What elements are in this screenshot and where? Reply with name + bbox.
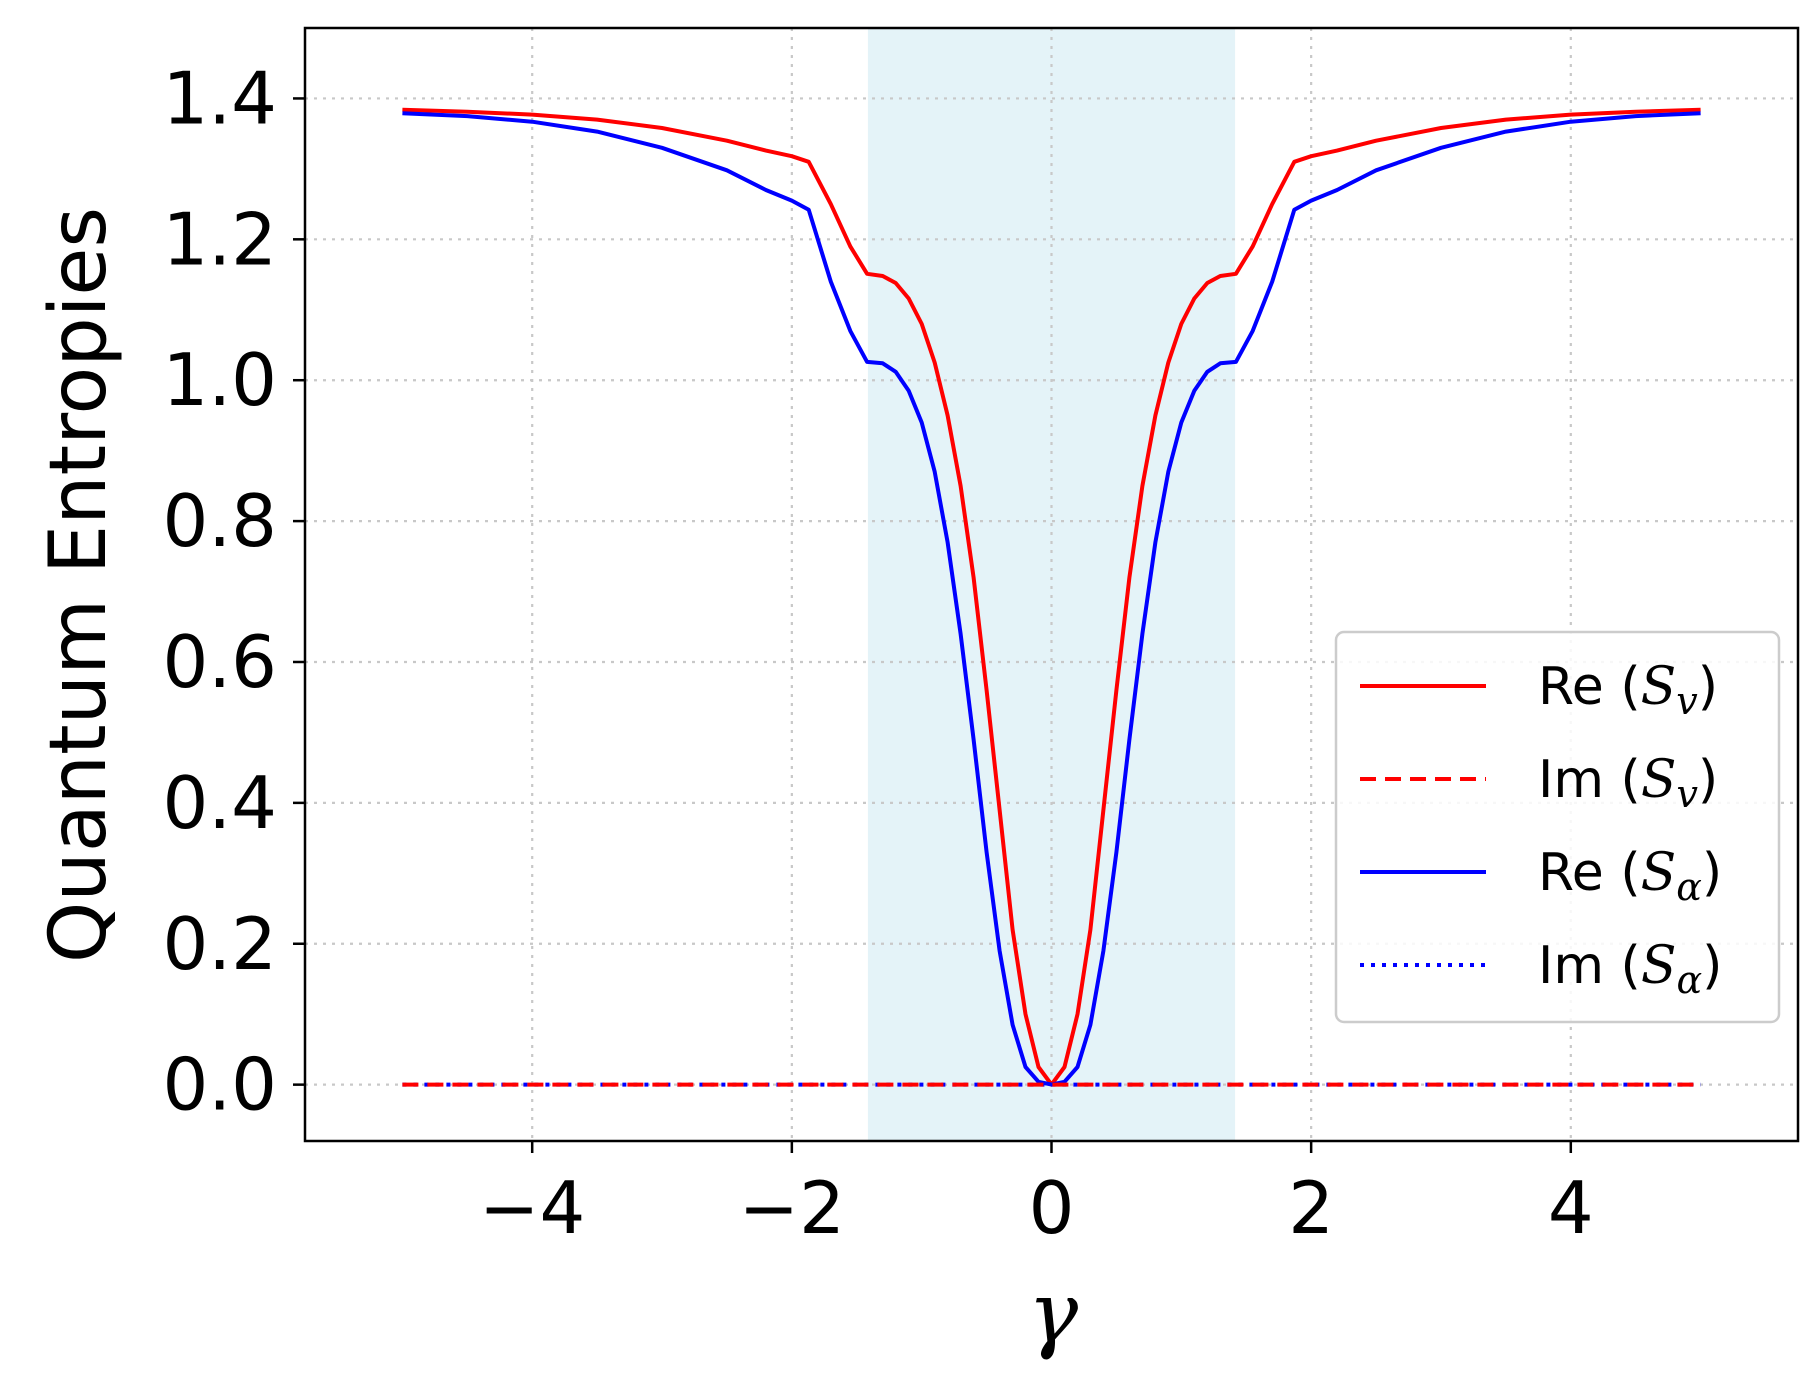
y-tick-label: 0.2 (162, 902, 277, 986)
x-tick-label: 0 (1029, 1166, 1075, 1250)
y-tick-label: 1.4 (162, 56, 277, 140)
legend-label-0: Re (Sv) (1538, 657, 1718, 723)
legend-box (1334, 630, 1781, 1024)
y-tick-label: 1.2 (162, 197, 277, 281)
y-tick-label: 0.6 (162, 620, 277, 704)
x-tick-label: 4 (1548, 1166, 1594, 1250)
y-axis-label: Quantum Entropies (34, 207, 124, 963)
tick-layer: −4 −2 0 2 4 0.0 0.2 0.4 0.6 0.8 1.0 1.2 1.4 (162, 56, 1593, 1250)
legend: Re (Sv) Im (Sv) Re (Sα) Im (Sα) (1334, 630, 1781, 1024)
x-tick-label: −2 (739, 1166, 845, 1250)
x-tick-label: −4 (479, 1166, 585, 1250)
series-layer (402, 107, 1701, 1087)
y-tick-label: 0.0 (162, 1043, 277, 1127)
y-tick-label: 0.4 (162, 761, 277, 845)
legend-label-3: Im (Sα) (1538, 936, 1722, 1002)
legend-label-2: Re (Sα) (1538, 843, 1722, 909)
y-tick-label: 1.0 (162, 338, 277, 422)
x-tick-label: 2 (1288, 1166, 1334, 1250)
x-axis-label: γ (1028, 1264, 1079, 1362)
y-tick-label: 0.8 (162, 479, 277, 563)
legend-label-1: Im (Sv) (1538, 750, 1718, 816)
legend-entries: Re (Sv) Im (Sv) Re (Sα) Im (Sα) (1360, 657, 1722, 1002)
